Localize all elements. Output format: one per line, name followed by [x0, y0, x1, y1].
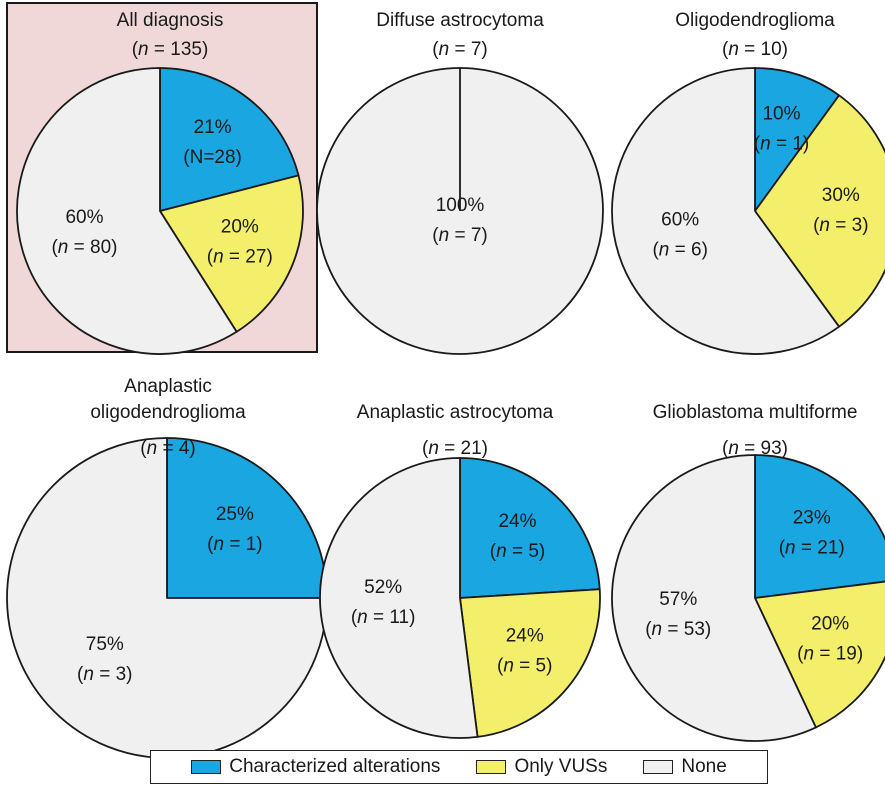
pie-slice-none — [611, 67, 840, 355]
pie-slice-count-label: (n = 5) — [490, 541, 545, 562]
pie-n-label: (n = 21) — [422, 438, 488, 459]
pie-slice-percent-label: 10% — [762, 103, 800, 124]
pie-slice-percent-label: 23% — [793, 508, 831, 529]
pie-slice-percent-label: 100% — [436, 195, 485, 216]
pie-slice-count-label: (n = 6) — [652, 239, 707, 260]
pie-diffuse-astrocytoma: Diffuse astrocytoma (n = 7) 100% (n = 7) — [316, 10, 604, 355]
legend-swatch-characterized — [191, 760, 222, 774]
pie-slice-percent-label: 30% — [822, 185, 860, 206]
pie-slice-percent-label: 52% — [364, 577, 402, 598]
pie-slice-count-label: (n = 1) — [754, 133, 809, 154]
pie-slice-percent-label: 60% — [65, 207, 103, 228]
pie-title: Anaplastic — [124, 376, 212, 397]
pie-slice-percent-label: 24% — [498, 511, 536, 532]
legend-swatch-vus — [476, 760, 507, 774]
pie-slice-percent-label: 24% — [506, 626, 544, 647]
legend-label-vus: Only VUSs — [514, 756, 608, 777]
pie-slice-count-label: (n = 1) — [207, 534, 262, 555]
pie-n-label: (n = 135) — [132, 39, 209, 60]
pie-slice-characterized-alterations — [159, 67, 300, 212]
pie-slice-none — [319, 457, 479, 739]
legend-label-none: None — [681, 756, 727, 777]
pie-slice-percent-label: 75% — [86, 634, 124, 655]
pie-slice-only-vuss — [459, 588, 601, 738]
pie-anaplastic-astrocytoma: Anaplastic astrocytoma (n = 21) 24% (n = 5)… — [319, 402, 601, 739]
pie-slice-percent-label: 20% — [811, 613, 849, 634]
pie-title: All diagnosis — [117, 10, 224, 31]
legend-item-none: None — [643, 756, 727, 778]
pie-slice-only-vuss — [159, 174, 304, 333]
pie-slice-percent-label: 57% — [659, 589, 697, 610]
pie-slice-count-label: (N=28) — [183, 147, 242, 168]
legend: Characterized alterations Only VUSs None — [150, 750, 768, 784]
pie-slice-percent-label: 25% — [216, 504, 254, 525]
pie-slice-count-label: (n = 53) — [645, 619, 711, 640]
pie-slice-count-label: (n = 11) — [351, 607, 416, 628]
pie-slice-count-label: (n = 3) — [77, 664, 132, 685]
pie-title: oligodendroglioma — [90, 402, 246, 423]
legend-swatch-none — [643, 760, 674, 774]
pie-slice-count-label: (n = 27) — [207, 247, 273, 268]
pie-oligodendroglioma: Oligodendroglioma (n = 10) 10% (n = 1) 30% (n… — [611, 10, 885, 355]
pie-slice-percent-label: 20% — [221, 217, 259, 238]
pie-slice-percent-label: 60% — [661, 209, 699, 230]
pie-slice-percent-label: 21% — [194, 117, 232, 138]
pie-slice-characterized-alterations — [754, 454, 885, 599]
pie-slice-count-label: (n = 21) — [779, 538, 845, 559]
legend-item-vus: Only VUSs — [476, 756, 607, 778]
pie-glioblastoma-multiforme: Glioblastoma multiforme (n = 93) 23% (n = 2… — [611, 402, 885, 742]
pie-slice-count-label: (n = 3) — [813, 215, 868, 236]
pie-slice-none — [6, 437, 328, 759]
pie-n-label: (n = 93) — [722, 438, 788, 459]
legend-item-characterized: Characterized alterations — [191, 756, 440, 778]
pie-n-label: (n = 10) — [722, 39, 788, 60]
pie-anaplastic-oligodendroglioma: Anaplastic oligodendroglioma (n = 4) 25% (n … — [6, 376, 328, 759]
pie-title: Oligodendroglioma — [675, 10, 835, 31]
pie-n-label: (n = 4) — [140, 438, 195, 459]
pie-slice-characterized-alterations — [459, 457, 601, 599]
pie-slice-count-label: (n = 7) — [432, 225, 487, 246]
pie-slice-count-label: (n = 5) — [497, 656, 552, 677]
pie-slice-only-vuss — [754, 94, 885, 328]
pie-slice-count-label: (n = 19) — [797, 643, 863, 664]
pie-title: Anaplastic astrocytoma — [357, 402, 554, 423]
pie-slice-none — [16, 67, 238, 355]
pie-title: Diffuse astrocytoma — [376, 10, 544, 31]
pie-slice-count-label: (n = 80) — [51, 237, 117, 258]
legend-label-characterized: Characterized alterations — [229, 756, 441, 777]
pie-slice-none — [611, 454, 817, 742]
pie-slice-only-vuss — [754, 580, 885, 729]
pie-all-diagnosis: All diagnosis (n = 135) 21% (N=28) 20% (n = 2… — [6, 2, 318, 355]
pie-slice-characterized-alterations — [754, 67, 840, 212]
pie-n-label: (n = 7) — [432, 39, 487, 60]
pie-title: Glioblastoma multiforme — [653, 402, 858, 423]
